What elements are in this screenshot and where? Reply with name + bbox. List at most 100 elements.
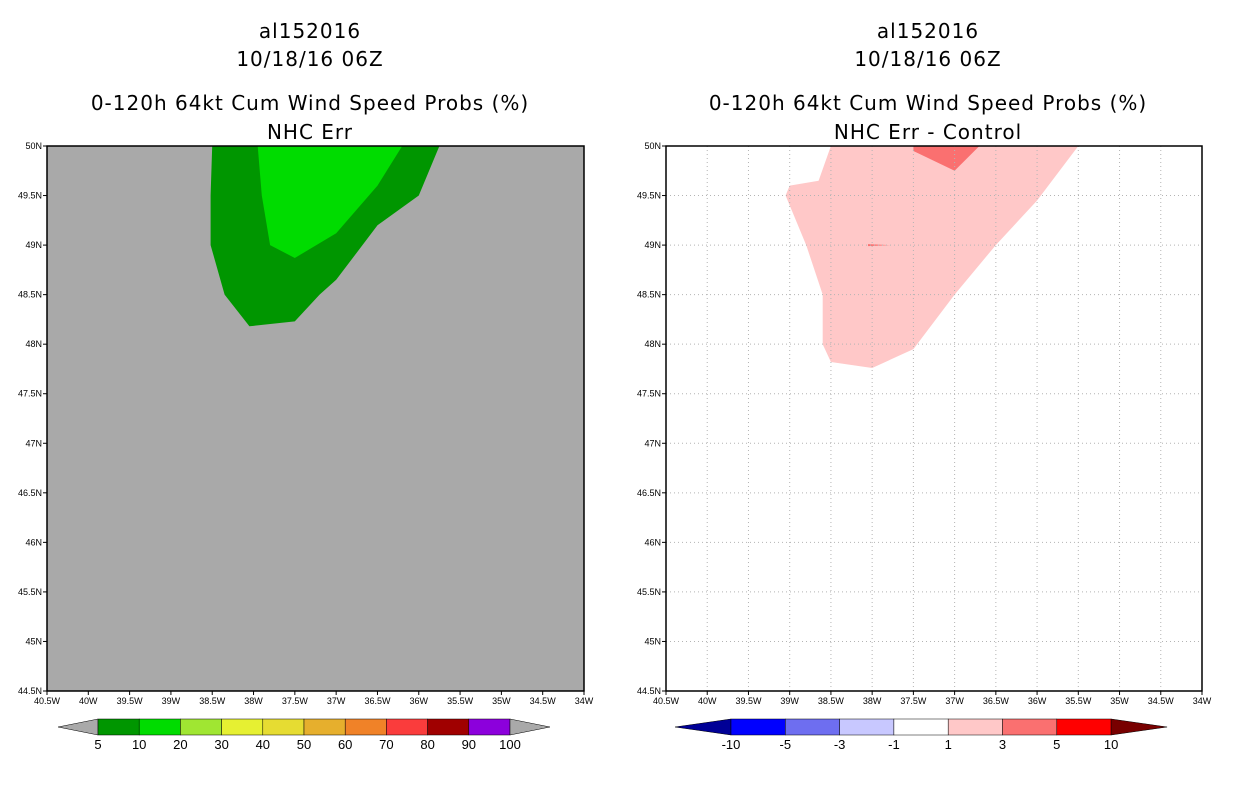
right-colorbar-label: -5 [780, 737, 792, 752]
right-colorbar-extend-low [674, 718, 732, 736]
right-y-tick-label: 44.5N [637, 686, 661, 696]
left-colorbar-label: 80 [420, 737, 434, 752]
left-storm-id: al152016 [258, 19, 362, 43]
right-y-tick-label: 47N [644, 438, 661, 448]
right-y-tick-label: 45N [644, 636, 661, 646]
left-x-tick-label: 36.5W [364, 696, 391, 706]
left-colorbar-swatch [138, 718, 181, 736]
left-x-tick-label: 37.5W [282, 696, 309, 706]
right-x-tick-label: 37.5W [900, 696, 927, 706]
right-x-tick-label: 35.5W [1065, 696, 1092, 706]
left-x-tick-label: 37W [327, 696, 346, 706]
right-colorbar-swatch [1002, 718, 1058, 736]
left-x-tick-label: 34W [575, 696, 594, 706]
left-x-tick-label: 39W [162, 696, 181, 706]
left-colorbar-swatch [262, 718, 305, 736]
right-x-tick-label: 38.5W [818, 696, 845, 706]
right-colorbar-label: -10 [722, 737, 741, 752]
right-colorbar-swatch [839, 718, 895, 736]
right-x-tick-label: 39W [780, 696, 799, 706]
right-chart-subtitle: NHC Err - Control [833, 120, 1023, 144]
right-y-tick-label: 46.5N [637, 488, 661, 498]
left-colorbar-swatch [468, 718, 511, 736]
left-datetime: 10/18/16 06Z [236, 47, 384, 71]
left-y-tick-label: 49.5N [18, 191, 42, 201]
left-colorbar-label: 70 [379, 737, 393, 752]
right-storm-id: al152016 [876, 19, 980, 43]
left-colorbar-label: 20 [173, 737, 187, 752]
left-colorbar-swatch [344, 718, 387, 736]
right-x-tick-label: 40W [698, 696, 717, 706]
left-colorbar-swatch [221, 718, 264, 736]
left-x-tick-label: 34.5W [530, 696, 557, 706]
right-chart-title: 0-120h 64kt Cum Wind Speed Probs (%) [708, 91, 1148, 115]
right-colorbar-label: -3 [834, 737, 846, 752]
left-colorbar-swatch [427, 718, 470, 736]
right-colorbar-label: 3 [999, 737, 1006, 752]
left-colorbar-label: 30 [214, 737, 228, 752]
right-datetime: 10/18/16 06Z [854, 47, 1002, 71]
left-y-tick-label: 45.5N [18, 587, 42, 597]
left-y-tick-label: 47N [25, 438, 42, 448]
left-x-tick-label: 39.5W [117, 696, 144, 706]
left-colorbar-extend-low [57, 718, 99, 736]
right-x-tick-label: 34.5W [1148, 696, 1175, 706]
right-y-tick-label: 47.5N [637, 389, 661, 399]
left-colorbar-label: 60 [338, 737, 352, 752]
right-y-tick-label: 49N [644, 240, 661, 250]
right-region-0 [785, 146, 1079, 368]
left-colorbar-swatch [97, 718, 140, 736]
right-x-tick-label: 36.5W [983, 696, 1010, 706]
right-colorbar-swatch [730, 718, 786, 736]
right-colorbar-extend-high [1110, 718, 1168, 736]
left-plot-frame [46, 145, 585, 692]
right-y-tick-label: 48N [644, 339, 661, 349]
left-colorbar-swatch [180, 718, 222, 736]
left-colorbar-label: 100 [499, 737, 521, 752]
right-x-tick-label: 39.5W [735, 696, 762, 706]
right-x-tick-label: 36W [1028, 696, 1047, 706]
left-y-tick-label: 46N [25, 537, 42, 547]
right-y-tick-label: 50N [644, 141, 661, 151]
left-y-tick-label: 48N [25, 339, 42, 349]
left-y-tick-label: 46.5N [18, 488, 42, 498]
right-y-tick-label: 46N [644, 537, 661, 547]
right-region-2 [868, 244, 891, 247]
left-colorbar-swatch [386, 718, 428, 736]
left-colorbar-swatch [303, 718, 346, 736]
right-region-1 [913, 146, 980, 171]
right-y-tick-label: 48.5N [637, 290, 661, 300]
left-x-tick-label: 38.5W [199, 696, 226, 706]
left-y-tick-label: 47.5N [18, 389, 42, 399]
left-y-tick-label: 48.5N [18, 290, 42, 300]
left-x-tick-label: 40.5W [34, 696, 61, 706]
right-colorbar-label: 5 [1053, 737, 1060, 752]
right-colorbar-swatch [1056, 718, 1112, 736]
right-y-tick-label: 45.5N [637, 587, 661, 597]
right-x-tick-label: 40.5W [653, 696, 680, 706]
right-colorbar-swatch [785, 718, 840, 736]
right-x-tick-label: 35W [1110, 696, 1129, 706]
right-colorbar-label: 10 [1104, 737, 1118, 752]
right-colorbar-label: 1 [945, 737, 952, 752]
right-x-tick-label: 34W [1193, 696, 1212, 706]
left-x-tick-label: 35W [492, 696, 511, 706]
left-colorbar-label: 90 [462, 737, 476, 752]
right-x-tick-label: 37W [945, 696, 964, 706]
right-colorbar-label: -1 [888, 737, 900, 752]
left-region-1 [257, 146, 403, 258]
left-colorbar-label: 5 [94, 737, 101, 752]
left-colorbar-label: 10 [132, 737, 146, 752]
right-y-tick-label: 49.5N [637, 191, 661, 201]
left-colorbar-label: 40 [256, 737, 270, 752]
left-x-tick-label: 40W [79, 696, 98, 706]
left-y-tick-label: 45N [25, 636, 42, 646]
left-chart-title: 0-120h 64kt Cum Wind Speed Probs (%) [90, 91, 530, 115]
left-y-tick-label: 49N [25, 240, 42, 250]
right-colorbar-swatch [893, 718, 949, 736]
left-colorbar-extend-high [509, 718, 551, 736]
left-chart-subtitle: NHC Err [266, 120, 354, 144]
left-x-tick-label: 38W [244, 696, 263, 706]
left-y-tick-label: 50N [25, 141, 42, 151]
